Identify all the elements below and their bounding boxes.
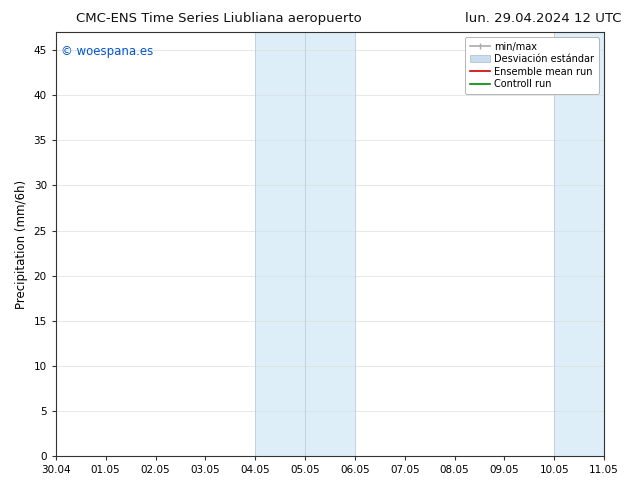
Text: © woespana.es: © woespana.es xyxy=(61,45,153,58)
Bar xyxy=(554,32,604,456)
Text: lun. 29.04.2024 12 UTC: lun. 29.04.2024 12 UTC xyxy=(465,12,621,25)
Text: CMC-ENS Time Series Liubliana aeropuerto: CMC-ENS Time Series Liubliana aeropuerto xyxy=(76,12,362,25)
Bar xyxy=(604,32,634,456)
Legend: min/max, Desviación estándar, Ensemble mean run, Controll run: min/max, Desviación estándar, Ensemble m… xyxy=(465,37,599,94)
Y-axis label: Precipitation (mm/6h): Precipitation (mm/6h) xyxy=(15,179,28,309)
Bar xyxy=(305,32,355,456)
Bar xyxy=(256,32,305,456)
